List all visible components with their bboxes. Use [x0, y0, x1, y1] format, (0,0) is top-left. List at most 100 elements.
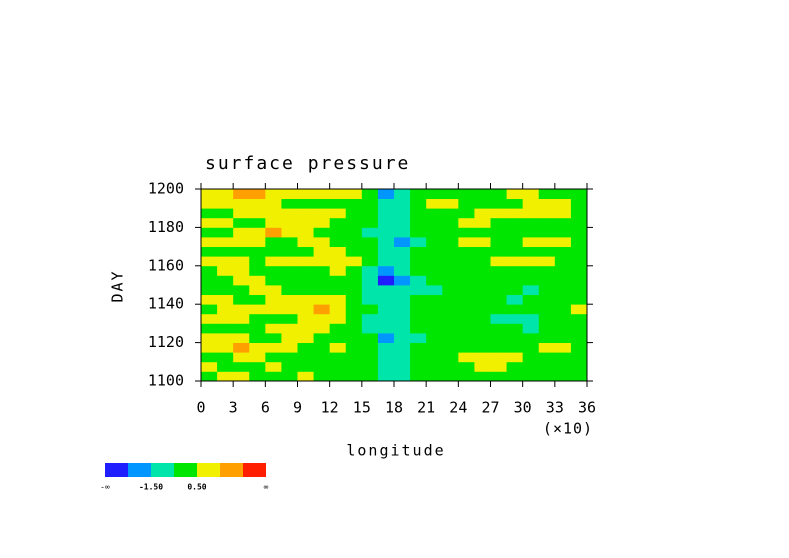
x-tick-label: 18 [385, 399, 403, 417]
x-tick-label: 36 [578, 399, 596, 417]
heat-cell [345, 265, 363, 276]
heat-cell [313, 217, 331, 228]
heat-cell [345, 189, 363, 199]
heat-cell [233, 256, 250, 267]
heat-cell [281, 275, 298, 286]
heat-cell [297, 217, 314, 228]
heat-cell [297, 304, 314, 315]
heat-cell [394, 313, 411, 324]
heat-cell [538, 208, 556, 219]
heat-cell [506, 285, 524, 295]
heat-cell [249, 361, 266, 372]
heat-cell [506, 265, 524, 276]
heat-cell [313, 323, 331, 334]
heat-cell [538, 246, 556, 257]
heat-cell [377, 342, 395, 353]
heat-cell [377, 275, 395, 286]
heat-cell [554, 256, 572, 267]
heat-cell [329, 237, 347, 247]
heat-cell [377, 285, 395, 295]
heat-cell [410, 246, 427, 257]
heat-cell [394, 294, 411, 305]
heat-cell [394, 256, 411, 267]
heat-cell [538, 304, 556, 315]
heat-cell [361, 208, 379, 219]
heat-cell [297, 237, 314, 247]
x-tick-label: 30 [514, 399, 532, 417]
heat-cell [506, 323, 524, 334]
heat-cell [217, 208, 234, 219]
heat-cell [474, 217, 491, 228]
chart-title: surface pressure [205, 153, 410, 174]
heat-cell [458, 256, 475, 267]
heat-cell [265, 189, 282, 199]
heat-cell [249, 227, 266, 238]
heat-cell [538, 361, 556, 372]
heat-cell [265, 237, 282, 247]
colorbar-box [220, 463, 243, 477]
heat-cell [442, 333, 459, 343]
heat-cell [377, 256, 395, 267]
heat-cell [522, 227, 540, 238]
heat-cell [538, 227, 556, 238]
heat-cell [297, 371, 314, 382]
heat-cell [426, 237, 443, 247]
heat-cell [361, 313, 379, 324]
heat-cell [410, 237, 427, 247]
heat-cell [249, 208, 266, 219]
heat-cell [426, 323, 443, 334]
heat-cell [313, 304, 331, 315]
heat-cell [249, 304, 266, 315]
heat-cell [570, 333, 588, 343]
heat-cell [410, 285, 427, 295]
heat-cell [506, 256, 524, 267]
heat-cell [506, 361, 524, 372]
heat-cell [201, 237, 218, 247]
heat-cell [442, 313, 459, 324]
heat-cell [538, 352, 556, 363]
heat-cell [201, 304, 218, 315]
colorbar-label: -1.50 [139, 483, 163, 492]
heat-cell [249, 275, 266, 286]
heat-cell [233, 352, 250, 363]
heat-cell [313, 294, 331, 305]
heat-cell [490, 333, 507, 343]
heat-cell [345, 237, 363, 247]
heat-cell [281, 265, 298, 276]
heat-cell [538, 313, 556, 324]
heat-cell [426, 352, 443, 363]
heat-cell [361, 217, 379, 228]
heat-cell [570, 189, 588, 199]
heat-cell [297, 285, 314, 295]
colorbar-box [174, 463, 197, 477]
heat-cell [522, 294, 540, 305]
heat-cell [361, 285, 379, 295]
heat-cell [538, 265, 556, 276]
heat-cell [394, 237, 411, 247]
heat-cell [249, 265, 266, 276]
heat-cell [265, 227, 282, 238]
heat-cell [474, 198, 491, 209]
heat-cell [554, 342, 572, 353]
heat-cell [394, 208, 411, 219]
heat-cell [265, 275, 282, 286]
heat-cell [233, 371, 250, 382]
heat-cell [554, 313, 572, 324]
heat-cell [522, 275, 540, 286]
heat-cell [522, 313, 540, 324]
heat-cell [249, 217, 266, 228]
heat-cell [201, 217, 218, 228]
heat-cell [474, 285, 491, 295]
heat-cell [474, 313, 491, 324]
heat-cell [265, 246, 282, 257]
heat-cell [217, 265, 234, 276]
heat-cell [201, 246, 218, 257]
heat-cell [474, 275, 491, 286]
heat-cell [394, 285, 411, 295]
heat-cell [394, 275, 411, 286]
heat-cell [538, 294, 556, 305]
heat-cell [329, 304, 347, 315]
heat-cell [281, 256, 298, 267]
heat-cell [554, 285, 572, 295]
